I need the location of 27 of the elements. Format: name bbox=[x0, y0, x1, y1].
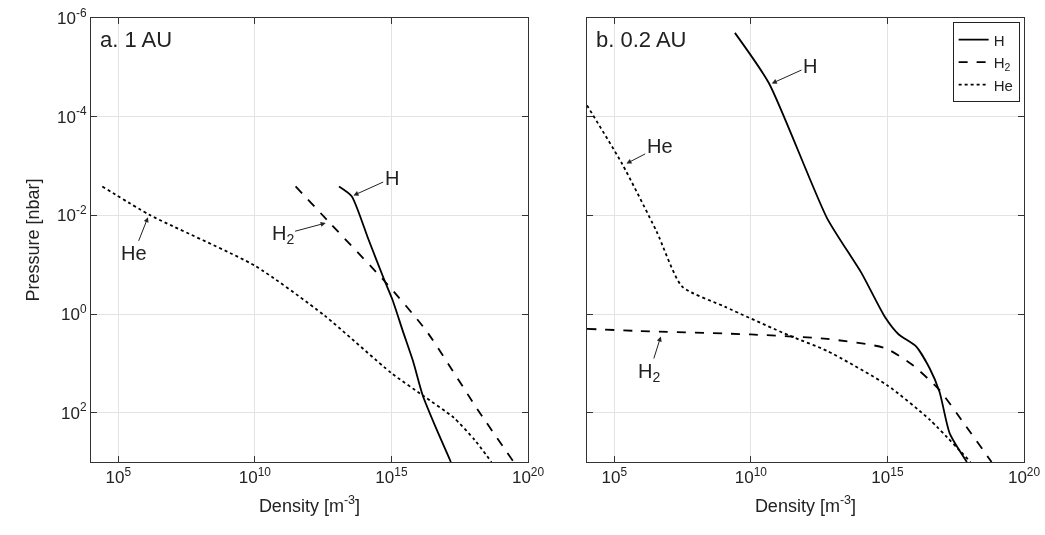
y-tick-label: 10$^{2}$ bbox=[61, 400, 87, 423]
y-tick-label: 10$^{-6}$ bbox=[57, 5, 87, 28]
legend-label: H bbox=[993, 31, 1005, 49]
chart-title: b. 0.2 AU bbox=[596, 27, 687, 52]
x-tick-label: 10$^{15}$ bbox=[871, 465, 904, 488]
x-tick-label: 10$^{20}$ bbox=[1007, 465, 1041, 488]
chart-title: a. 1 AU bbox=[100, 27, 173, 52]
y-tick-label: 10$^{0}$ bbox=[61, 301, 87, 324]
annotation: H bbox=[803, 55, 818, 77]
y-tick-label: 10$^{-2}$ bbox=[57, 203, 87, 226]
x-tick-label: 10$^{10}$ bbox=[734, 465, 768, 488]
x-tick-label: 10$^{15}$ bbox=[375, 465, 408, 488]
annotation: H$_{2}$ bbox=[272, 222, 295, 248]
x-tick-label: 10$^{20}$ bbox=[511, 465, 545, 488]
x-axis-title: Density [m$^{-3}$] bbox=[258, 492, 361, 516]
annotation: H$_{2}$ bbox=[638, 360, 661, 386]
legend-label: He bbox=[993, 76, 1013, 94]
x-tick-label: 10$^{10}$ bbox=[238, 465, 272, 488]
y-tick-label: 10$^{-4}$ bbox=[57, 104, 87, 127]
x-tick-label: 10$^{5}$ bbox=[601, 465, 628, 488]
annotation: He bbox=[121, 242, 147, 264]
x-axis-title: Density [m$^{-3}$] bbox=[754, 492, 857, 516]
annotation: H bbox=[385, 167, 400, 189]
x-tick-label: 10$^{5}$ bbox=[105, 465, 132, 488]
legend-label: H$_{2}$ bbox=[993, 54, 1011, 74]
y-axis-title: Pressure [nbar] bbox=[23, 178, 44, 302]
annotation: He bbox=[647, 135, 673, 157]
